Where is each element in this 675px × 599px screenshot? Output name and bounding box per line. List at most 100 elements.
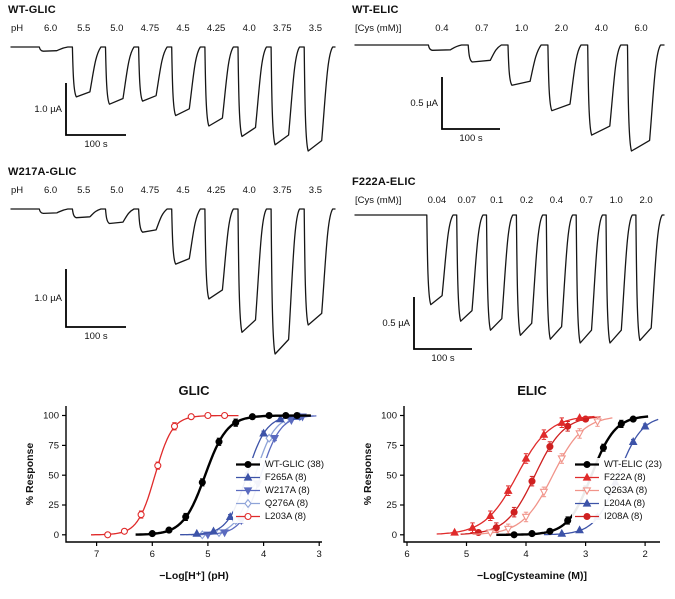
marker-diamond (244, 498, 252, 509)
scale-current-label: 1.0 µA (34, 104, 62, 115)
x-tick-label: 3 (583, 549, 588, 560)
legend-marker (574, 512, 599, 521)
marker-circle (170, 422, 179, 430)
concentration-label: 0.4 (550, 195, 563, 206)
marker-circle (629, 415, 637, 423)
marker-circle (248, 413, 256, 421)
marker-circle (120, 527, 128, 535)
legend-label: Q276A (8) (264, 498, 309, 509)
y-tick-label: 0 (392, 530, 397, 541)
concentration-label: 0.7 (475, 23, 488, 34)
y-tick-label: 100 (43, 411, 59, 422)
concentration-label: 2.0 (639, 195, 652, 206)
scale-current-label: 1.0 µA (34, 293, 62, 304)
fit-curve (135, 414, 311, 536)
legend-label: L203A (8) (264, 511, 307, 522)
current-trace (10, 208, 336, 355)
scale-bar (441, 77, 500, 130)
y-tick-label: 50 (386, 470, 397, 481)
x-tick-label: 2 (642, 549, 647, 560)
concentration-label: 5.0 (110, 185, 123, 196)
scale-bar (413, 297, 472, 350)
marker-triangle-down (593, 418, 602, 427)
y-tick-label: 75 (48, 441, 59, 452)
legend-item: W217A (8) (235, 485, 324, 496)
concentration-label: 0.4 (435, 23, 448, 34)
legend-label: L204A (8) (603, 498, 646, 509)
marker-circle (510, 531, 518, 539)
legend-item: I208A (8) (574, 511, 662, 522)
panel-wt-glic: WT-GLIC pH 6.0 5.5 5.0 4.75 4.5 4.25 4.0 3.75 3.5… (8, 4, 338, 177)
legend-item: Q276A (8) (235, 498, 324, 509)
x-tick-label: 3 (317, 549, 322, 560)
scale-time-label: 100 s (84, 331, 107, 342)
marker-triangle-up (209, 526, 218, 535)
marker-circle (244, 460, 252, 469)
y-tick-label: 25 (386, 500, 397, 511)
current-trace (10, 46, 336, 152)
marker-triangle-up (557, 417, 567, 426)
y-tick-label: 25 (48, 500, 59, 511)
marker-circle (148, 530, 156, 538)
series-Q263A (8) (472, 416, 613, 538)
concentration-label: 1.0 (610, 195, 623, 206)
marker-triangle-up (259, 428, 268, 437)
legend-item: WT-ELIC (23) (574, 459, 662, 470)
marker-circle (198, 478, 206, 486)
y-axis-label: % Response (362, 443, 374, 506)
legend-marker (235, 460, 260, 469)
trace-label-prefix: pH (11, 23, 23, 34)
scale-time-label: 100 s (459, 133, 482, 144)
fit-curve (91, 414, 239, 536)
marker-triangle-up (225, 512, 235, 521)
legend-marker (574, 460, 599, 469)
marker-triangle-up (521, 453, 531, 462)
marker-triangle-down (521, 513, 531, 522)
concentration-label: 5.5 (77, 185, 90, 196)
concentration-label: 2.0 (555, 23, 568, 34)
marker-circle (265, 411, 273, 420)
series-WT-GLIC (38) (135, 411, 311, 538)
series-L203A (8) (91, 411, 239, 539)
marker-circle (232, 419, 240, 427)
panel-title-wt-elic: WT-ELIC (352, 4, 399, 16)
marker-triangle-down (503, 525, 513, 534)
marker-circle (564, 516, 572, 525)
marker-triangle-up (539, 429, 549, 438)
marker-circle (599, 444, 607, 452)
trace-label-prefix: [Cys (mM)] (355, 195, 401, 206)
marker-circle (528, 530, 536, 538)
marker-circle (282, 411, 290, 420)
chart-elic: ELIC 6 5 4 3 2 0 25 50 75 100 −Log[Cysteamine (M)]%… (360, 382, 670, 588)
legend-item: F222A (8) (574, 472, 662, 483)
x-axis-label: −Log[Cysteamine (M)] (477, 570, 587, 582)
marker-triangle-down (557, 455, 567, 464)
series-I208A (8) (460, 415, 601, 537)
marker-triangle-down (220, 529, 229, 538)
x-tick-label: 4 (523, 549, 528, 560)
concentration-label: 5.0 (110, 23, 123, 34)
marker-circle (244, 512, 252, 521)
marker-triangle-up (575, 413, 584, 422)
legend-item: F265A (8) (235, 472, 324, 483)
current-trace (354, 214, 665, 344)
x-tick-label: 4 (261, 549, 266, 560)
legend-marker (235, 512, 260, 521)
concentration-label: 4.5 (176, 185, 189, 196)
legend-item: L203A (8) (235, 511, 324, 522)
legend-label: F222A (8) (603, 472, 646, 483)
marker-triangle-down (575, 430, 584, 439)
x-axis-label: −Log[H⁺] (pH) (159, 570, 228, 582)
legend-glic: WT-GLIC (38) F265A (8) W217A (8) Q276A (8) L… (232, 458, 326, 523)
concentration-label: 4.75 (141, 23, 160, 34)
wt-elic-trace-svg: [Cys (mM)] 0.4 0.7 1.0 2.0 4.0 6.0 0.5 µA 100 s (354, 23, 665, 152)
y-axis-label: % Response (24, 443, 36, 506)
y-tick-label: 75 (386, 441, 397, 452)
legend-marker (574, 472, 599, 481)
marker-triangle-up (192, 528, 202, 537)
concentration-label: 0.04 (428, 195, 447, 206)
marker-circle (564, 422, 572, 430)
marker-triangle-down (243, 487, 253, 496)
f222a-elic-trace-svg: [Cys (mM)] 0.04 0.07 0.1 0.2 0.4 0.7 1.0 2.0 0.5 … (354, 195, 665, 364)
concentration-label: 1.0 (515, 23, 528, 34)
